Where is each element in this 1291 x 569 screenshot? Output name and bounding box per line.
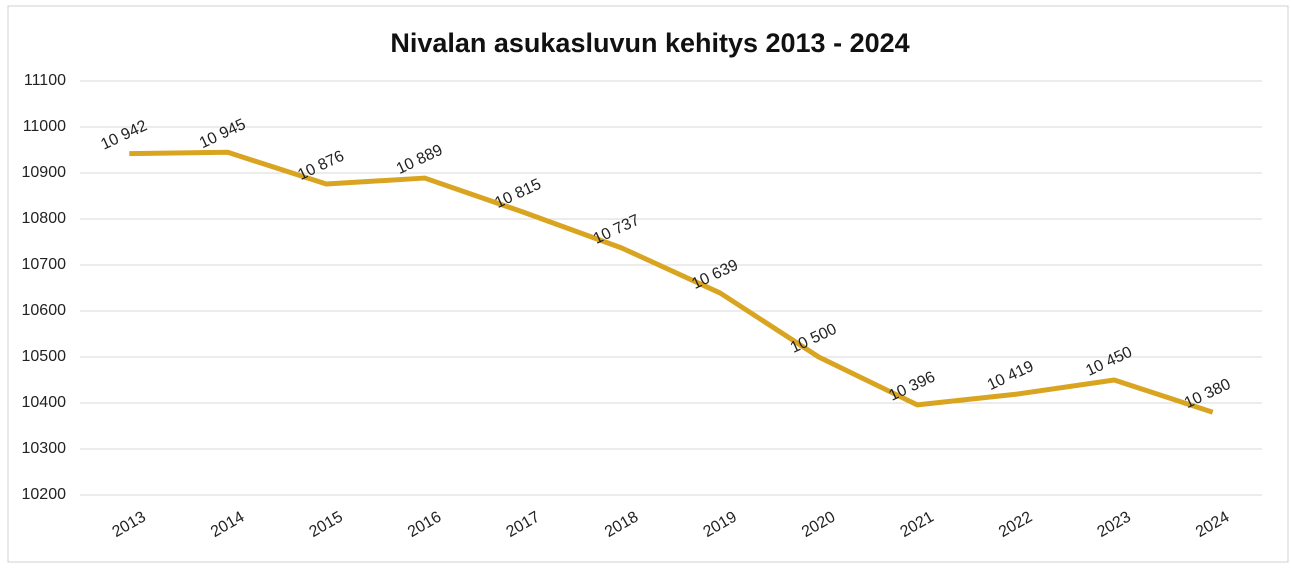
x-tick-label: 2024 (1193, 508, 1232, 541)
y-tick-label: 11100 (24, 72, 66, 89)
data-label: 10 815 (492, 176, 544, 212)
data-label: 10 380 (1182, 376, 1234, 412)
chart-title: Nivalan asukasluvun kehitys 2013 - 2024 (390, 28, 909, 58)
x-tick-label: 2018 (602, 508, 641, 541)
x-tick-label: 2015 (306, 508, 345, 541)
data-label: 10 889 (394, 142, 446, 178)
x-tick-label: 2021 (897, 508, 936, 541)
data-line (129, 149, 1214, 415)
data-label: 10 737 (591, 212, 643, 248)
y-tick-label: 10200 (22, 486, 67, 503)
x-tick-label: 2023 (1094, 508, 1133, 541)
x-tick-label: 2014 (208, 508, 247, 541)
y-tick-label: 10800 (22, 210, 67, 227)
x-tick-label: 2013 (109, 508, 148, 541)
y-tick-label: 10900 (22, 164, 67, 181)
y-tick-label: 10400 (22, 394, 67, 411)
data-label: 10 876 (295, 148, 347, 184)
data-label: 10 639 (689, 257, 741, 293)
y-tick-label: 10700 (22, 256, 67, 273)
chart-frame (7, 5, 1289, 563)
x-tick-label: 2017 (503, 508, 542, 541)
x-tick-label: 2019 (700, 508, 739, 541)
data-label: 10 419 (985, 358, 1037, 394)
x-tick-label: 2022 (996, 508, 1035, 541)
y-tick-label: 11000 (23, 118, 66, 135)
y-tick-label: 10500 (22, 348, 67, 365)
data-label: 10 396 (886, 368, 938, 404)
x-tick-label: 2016 (405, 508, 444, 541)
x-tick-label: 2020 (799, 508, 838, 541)
data-label: 10 942 (98, 117, 150, 153)
y-tick-label: 10600 (22, 302, 67, 319)
data-label: 10 945 (197, 116, 249, 152)
y-tick-label: 10300 (22, 440, 67, 457)
data-label: 10 450 (1083, 344, 1135, 380)
